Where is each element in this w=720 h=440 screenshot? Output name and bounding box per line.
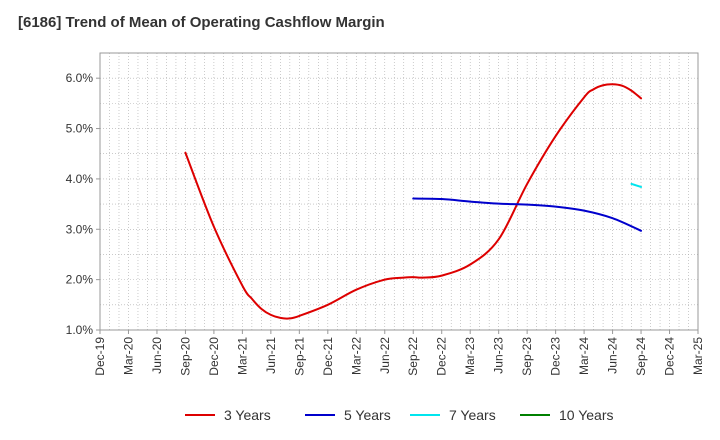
- y-tick-label: 5.0%: [66, 122, 94, 136]
- x-tick-label: Dec-24: [663, 337, 677, 376]
- x-tick-label: Jun-22: [378, 337, 392, 374]
- x-axis-ticks: Dec-19 Mar-20 Jun-20 Sep-20 Dec-20 Mar-21 Jun-…: [93, 330, 705, 376]
- plot-background: [100, 53, 698, 330]
- x-tick-label: Sep-21: [292, 337, 306, 376]
- legend-label-7-years: 7 Years: [449, 407, 496, 423]
- chart-title: [6186] Trend of Mean of Operating Cashfl…: [18, 14, 385, 31]
- x-tick-label: Jun-24: [606, 337, 620, 374]
- y-tick-label: 3.0%: [66, 222, 94, 236]
- legend-label-3-years: 3 Years: [224, 407, 271, 423]
- x-tick-label: Sep-24: [634, 337, 648, 376]
- x-tick-label: Sep-22: [406, 337, 420, 376]
- x-tick-label: Mar-20: [121, 337, 135, 375]
- series-line-3-years: [184, 83, 643, 320]
- x-tick-label: Mar-22: [349, 337, 363, 375]
- x-tick-label: Dec-21: [321, 337, 335, 376]
- plot-frame: [99, 52, 699, 331]
- x-tick-label: Dec-23: [549, 337, 563, 376]
- x-tick-label: Mar-21: [235, 337, 249, 375]
- legend: 3 Years 5 Years 7 Years 10 Years: [185, 407, 614, 423]
- legend-label-10-years: 10 Years: [559, 407, 614, 423]
- x-tick-label: Mar-23: [463, 337, 477, 375]
- x-tick-label: Dec-20: [207, 337, 221, 376]
- y-tick-label: 4.0%: [66, 172, 94, 186]
- x-tick-label: Jun-20: [150, 337, 164, 374]
- y-tick-label: 2.0%: [66, 273, 94, 287]
- y-tick-label: 6.0%: [66, 71, 94, 85]
- x-tick-label: Mar-24: [577, 337, 591, 375]
- x-tick-label: Sep-20: [178, 337, 192, 376]
- x-tick-label: Mar-25: [691, 337, 705, 375]
- x-tick-label: Sep-23: [520, 337, 534, 376]
- x-tick-label: Jun-21: [264, 337, 278, 374]
- y-axis-ticks: 1.0% 2.0% 3.0% 4.0% 5.0% 6.0%: [66, 71, 100, 337]
- gridlines: [100, 53, 698, 330]
- y-tick-label: 1.0%: [66, 323, 94, 337]
- x-tick-label: Dec-19: [93, 337, 107, 376]
- series-line-7-years: [630, 182, 643, 188]
- x-tick-label: Dec-22: [435, 337, 449, 376]
- series-line-5-years: [412, 197, 643, 232]
- series-lines: [184, 83, 643, 320]
- x-tick-label: Jun-23: [492, 337, 506, 374]
- legend-label-5-years: 5 Years: [344, 407, 391, 423]
